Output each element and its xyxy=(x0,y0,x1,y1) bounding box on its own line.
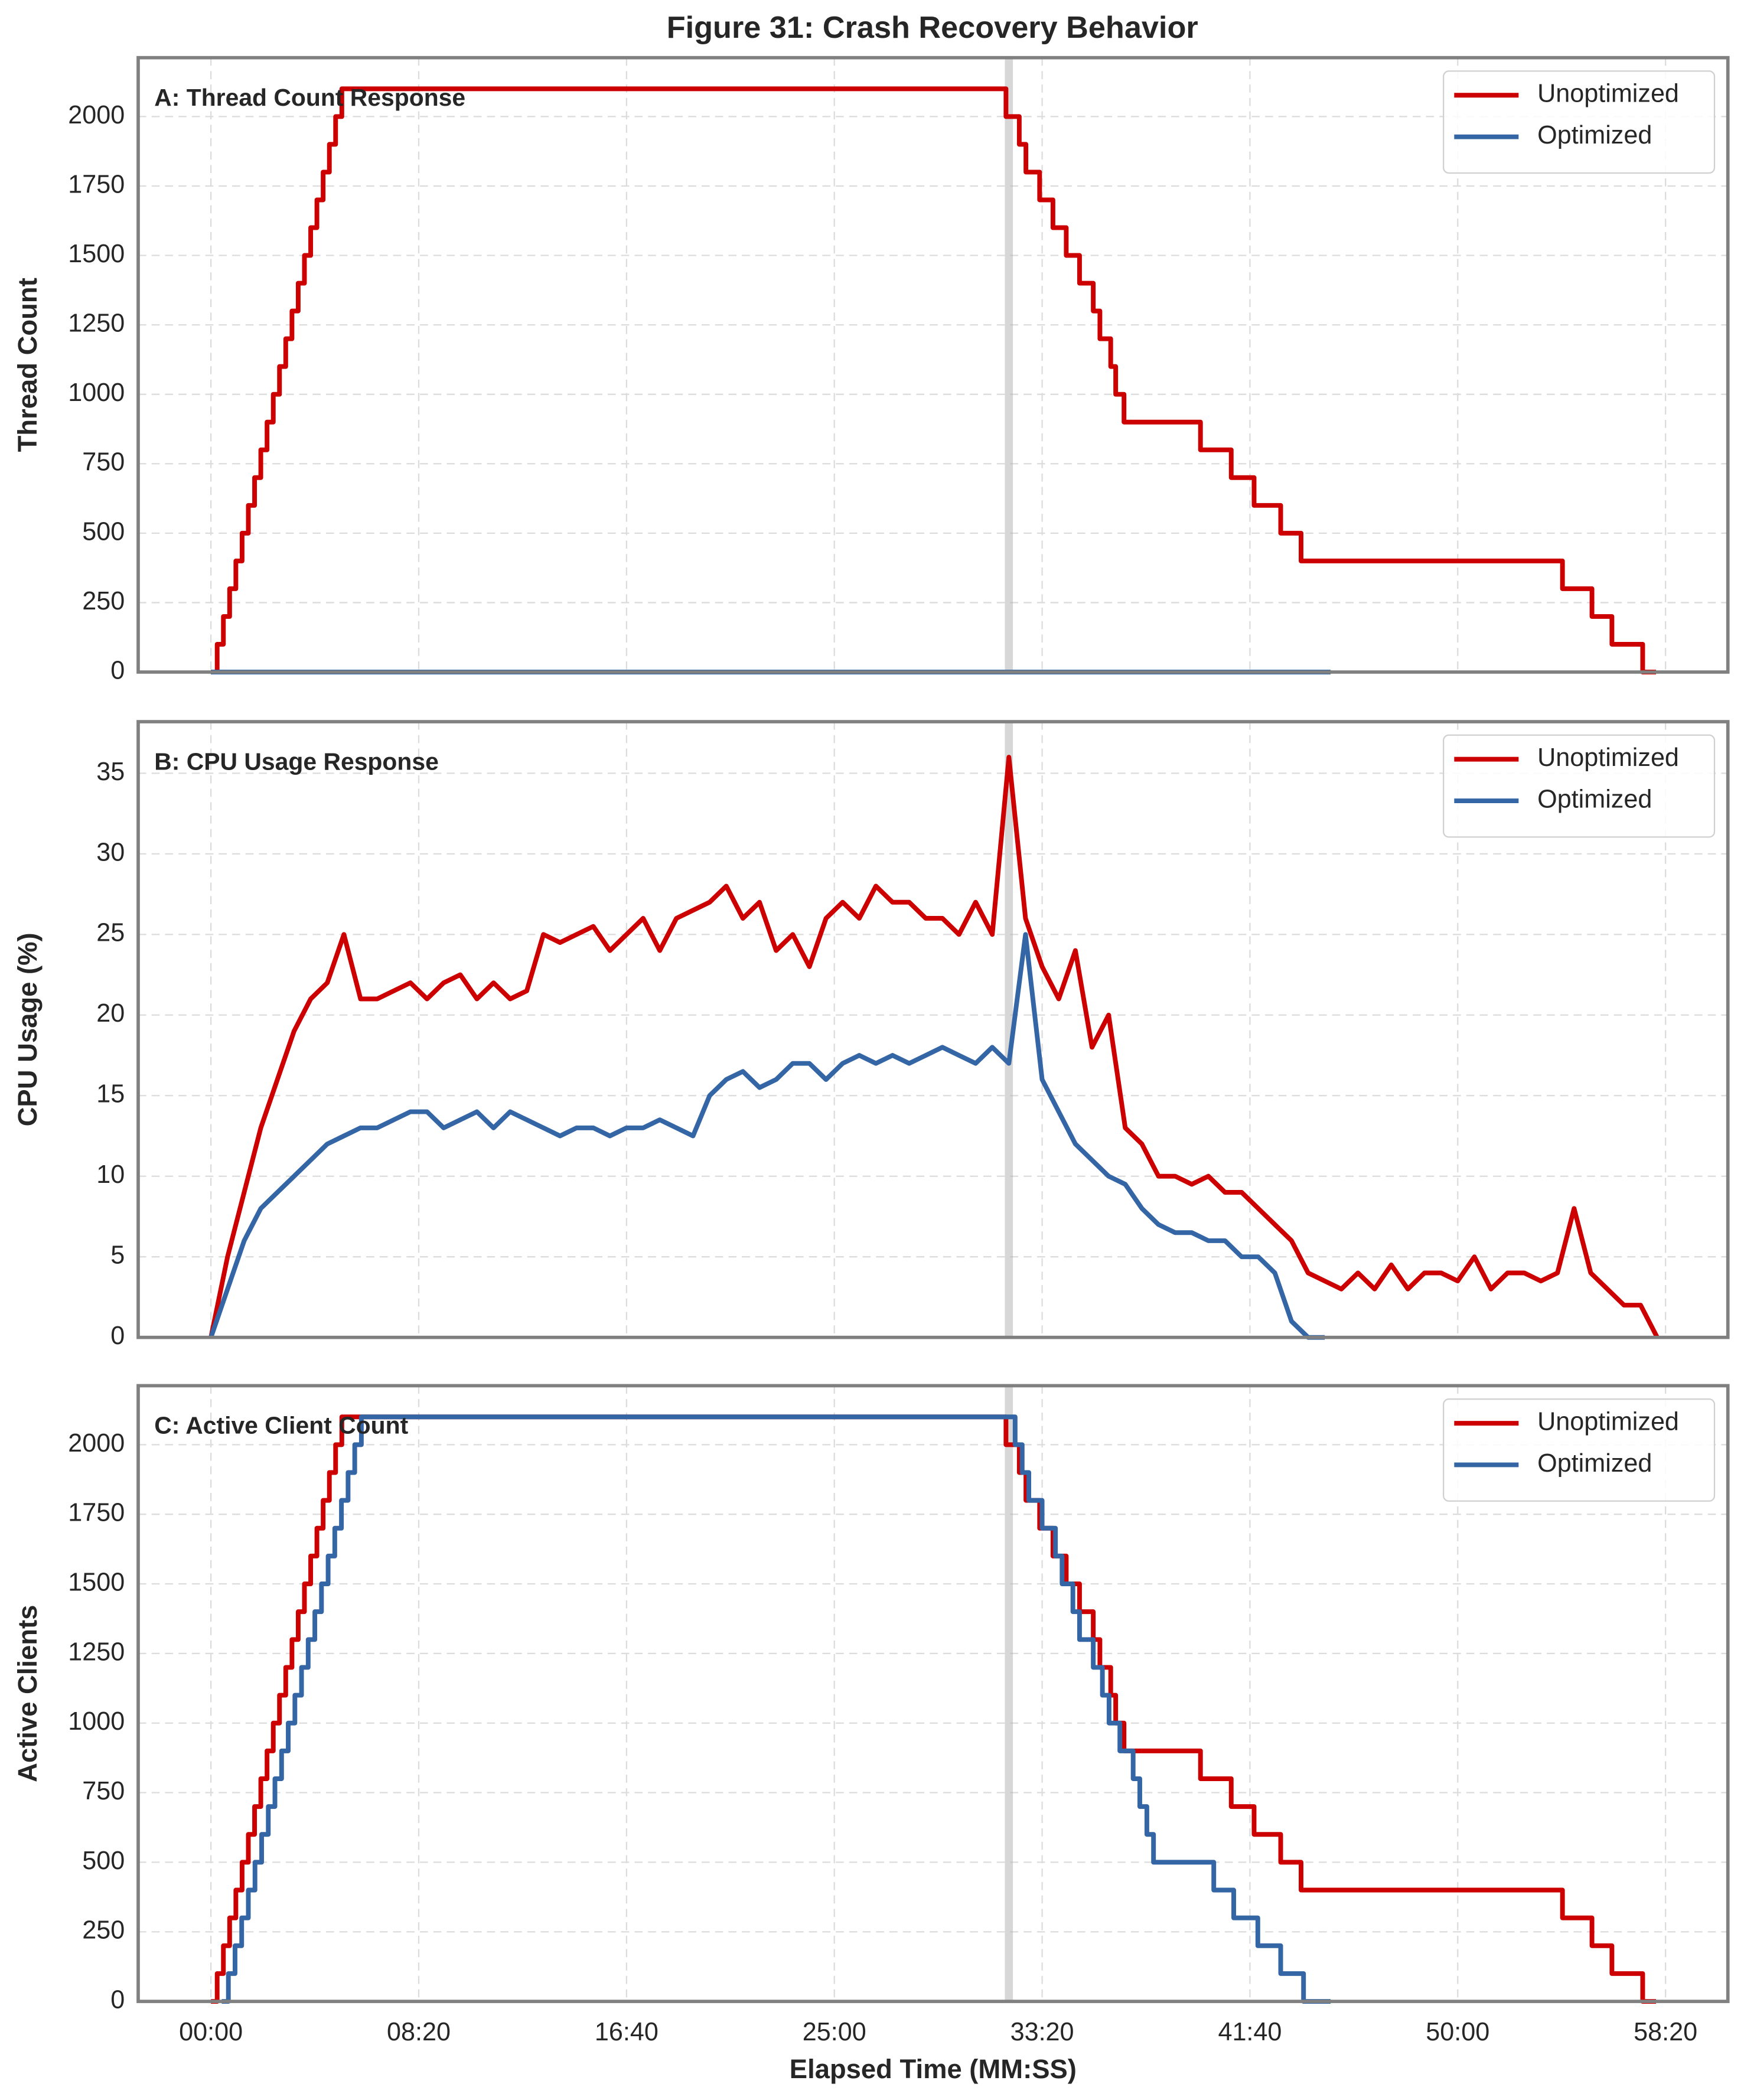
x-tick-label: 25:00 xyxy=(803,2018,866,2046)
figure-title: Figure 31: Crash Recovery Behavior xyxy=(667,11,1198,45)
series-line xyxy=(208,932,1325,1340)
panel-title: C: Active Client Count xyxy=(154,1412,408,1439)
y-tick-label: 1000 xyxy=(68,379,125,407)
y-tick-label: 0 xyxy=(110,1985,125,2014)
y-tick-label: 1000 xyxy=(68,1707,125,1736)
legend-label: Optimized xyxy=(1537,785,1652,813)
y-tick-label: 30 xyxy=(96,838,125,866)
panel-title: A: Thread Count Response xyxy=(154,84,465,111)
x-tick-label: 41:40 xyxy=(1218,2018,1282,2046)
y-tick-label: 5 xyxy=(110,1241,125,1270)
legend-label: Optimized xyxy=(1537,121,1652,149)
y-tick-label: 750 xyxy=(82,1777,125,1805)
y-tick-label: 1250 xyxy=(68,1638,125,1666)
legend-label: Unoptimized xyxy=(1537,80,1679,108)
y-tick-label: 1500 xyxy=(68,240,125,268)
y-tick-label: 500 xyxy=(82,1847,125,1875)
y-tick-label: 0 xyxy=(110,1322,125,1350)
y-tick-label: 2000 xyxy=(68,1429,125,1457)
series-line xyxy=(208,755,1660,1339)
x-tick-label: 58:20 xyxy=(1634,2018,1697,2046)
panel-title: B: CPU Usage Response xyxy=(154,748,439,775)
legend-label: Optimized xyxy=(1537,1449,1652,1478)
x-axis-label: Elapsed Time (MM:SS) xyxy=(790,2054,1077,2084)
y-tick-label: 2000 xyxy=(68,101,125,129)
y-tick-label: 15 xyxy=(96,1080,125,1108)
y-tick-label: 25 xyxy=(96,919,125,947)
axes-frame xyxy=(136,56,1730,674)
y-tick-label: 250 xyxy=(82,1916,125,1945)
y-tick-label: 1750 xyxy=(68,170,125,198)
axes-frame xyxy=(136,720,1730,1339)
x-tick-label: 00:00 xyxy=(179,2018,243,2046)
axes-frame xyxy=(136,1384,1730,2003)
legend-label: Unoptimized xyxy=(1537,744,1679,772)
x-tick-label: 16:40 xyxy=(595,2018,659,2046)
x-tick-label: 08:20 xyxy=(387,2018,451,2046)
series-line xyxy=(221,1414,1331,2004)
y-tick-label: 500 xyxy=(82,517,125,546)
y-tick-label: 35 xyxy=(96,758,125,786)
x-tick-label: 50:00 xyxy=(1426,2018,1489,2046)
y-tick-label: 20 xyxy=(96,999,125,1028)
y-tick-label: 250 xyxy=(82,587,125,615)
y-tick-label: 1250 xyxy=(68,309,125,338)
y-axis-label: CPU Usage (%) xyxy=(12,932,43,1126)
y-tick-label: 1750 xyxy=(68,1499,125,1527)
y-tick-label: 1500 xyxy=(68,1568,125,1596)
series-line xyxy=(211,86,1656,674)
y-tick-label: 0 xyxy=(110,656,125,684)
x-tick-label: 33:20 xyxy=(1010,2018,1074,2046)
y-axis-label: Active Clients xyxy=(12,1605,43,1782)
y-axis-label: Thread Count xyxy=(12,278,43,452)
y-tick-label: 750 xyxy=(82,448,125,477)
legend-label: Unoptimized xyxy=(1537,1407,1679,1436)
y-tick-label: 10 xyxy=(96,1160,125,1189)
